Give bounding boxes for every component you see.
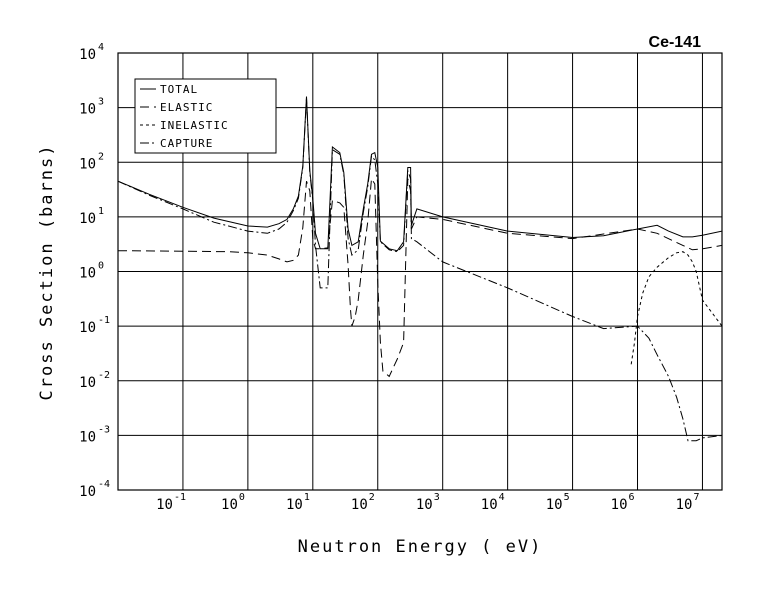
legend-box: [134, 78, 277, 154]
y-tick-exp: -4: [98, 479, 110, 490]
y-tick-exp: 1: [98, 206, 104, 217]
y-tick-exp: 0: [98, 261, 104, 272]
x-tick-exp: 0: [239, 492, 245, 503]
tick-labels: 10 -1 10 0 10 1 10 2 10 3 10 4 10 5 10 6 10 710 410 310 210 1…: [79, 42, 699, 513]
x-tick-base: 10: [676, 497, 693, 513]
legend-label-total: TOTAL: [160, 83, 198, 96]
legend-label-inelastic: INELASTIC: [160, 119, 229, 132]
legend-label-elastic: ELASTIC: [160, 101, 213, 114]
x-tick-base: 10: [546, 497, 563, 513]
y-tick-base: 10: [79, 429, 96, 445]
x-tick-label: 10 3: [416, 492, 440, 513]
y-tick-label: 10 -3: [79, 424, 110, 445]
series-elastic: [118, 177, 722, 378]
x-tick-base: 10: [611, 497, 628, 513]
y-tick-base: 10: [79, 211, 96, 227]
x-tick-label: 10 4: [481, 492, 505, 513]
y-tick-base: 10: [79, 320, 96, 336]
y-tick-exp: 2: [98, 151, 104, 162]
y-tick-exp: 4: [98, 42, 104, 53]
y-tick-exp: -3: [98, 424, 110, 435]
y-tick-label: 10 0: [79, 261, 104, 282]
x-tick-label: 10 5: [546, 492, 570, 513]
x-tick-base: 10: [481, 497, 498, 513]
x-tick-base: 10: [156, 497, 173, 513]
x-tick-exp: 2: [369, 492, 375, 503]
y-tick-exp: -1: [98, 315, 110, 326]
y-tick-label: 10 -2: [79, 370, 110, 391]
x-tick-base: 10: [416, 497, 433, 513]
legend-items: TOTAL ELASTIC INELASTIC CAPTURE: [140, 83, 229, 150]
y-tick-label: 10 -4: [79, 479, 110, 500]
x-tick-label: 10 1: [286, 492, 310, 513]
x-tick-exp: 4: [499, 492, 505, 503]
y-tick-label: 10 4: [79, 42, 104, 63]
legend-label-capture: CAPTURE: [160, 137, 213, 150]
x-tick-base: 10: [221, 497, 238, 513]
series-layer: [118, 96, 722, 442]
y-tick-base: 10: [79, 156, 96, 172]
x-axis-label: Neutron Energy ( eV): [298, 537, 543, 557]
chart-title: Ce-141: [649, 34, 702, 51]
y-tick-base: 10: [79, 102, 96, 118]
plot-frame: [117, 52, 723, 491]
y-tick-label: 10 2: [79, 151, 104, 172]
x-tick-label: 10 6: [611, 492, 635, 513]
y-tick-base: 10: [79, 375, 96, 391]
x-tick-exp: 6: [629, 492, 635, 503]
x-tick-label: 10 7: [676, 492, 700, 513]
y-tick-label: 10 1: [79, 206, 104, 227]
x-tick-label: 10 2: [351, 492, 375, 513]
x-tick-exp: 5: [564, 492, 570, 503]
x-tick-label: 10 -1: [156, 492, 186, 513]
y-tick-base: 10: [79, 266, 96, 282]
x-tick-exp: 1: [304, 492, 310, 503]
series-inelastic: [630, 251, 722, 365]
y-tick-base: 10: [79, 47, 96, 63]
x-tick-exp: 7: [693, 492, 699, 503]
y-tick-exp: 3: [98, 97, 104, 108]
legend: TOTAL ELASTIC INELASTIC CAPTURE: [134, 78, 277, 154]
x-tick-exp: -1: [174, 492, 186, 503]
series-capture: [118, 97, 722, 442]
y-tick-label: 10 3: [79, 97, 104, 118]
y-tick-exp: -2: [98, 370, 110, 381]
y-axis-label: Cross Section (barns): [37, 144, 57, 401]
y-tick-label: 10 -1: [79, 315, 110, 336]
x-tick-label: 10 0: [221, 492, 245, 513]
x-tick-base: 10: [351, 497, 368, 513]
y-tick-base: 10: [79, 484, 96, 500]
x-tick-exp: 3: [434, 492, 440, 503]
x-tick-base: 10: [286, 497, 303, 513]
